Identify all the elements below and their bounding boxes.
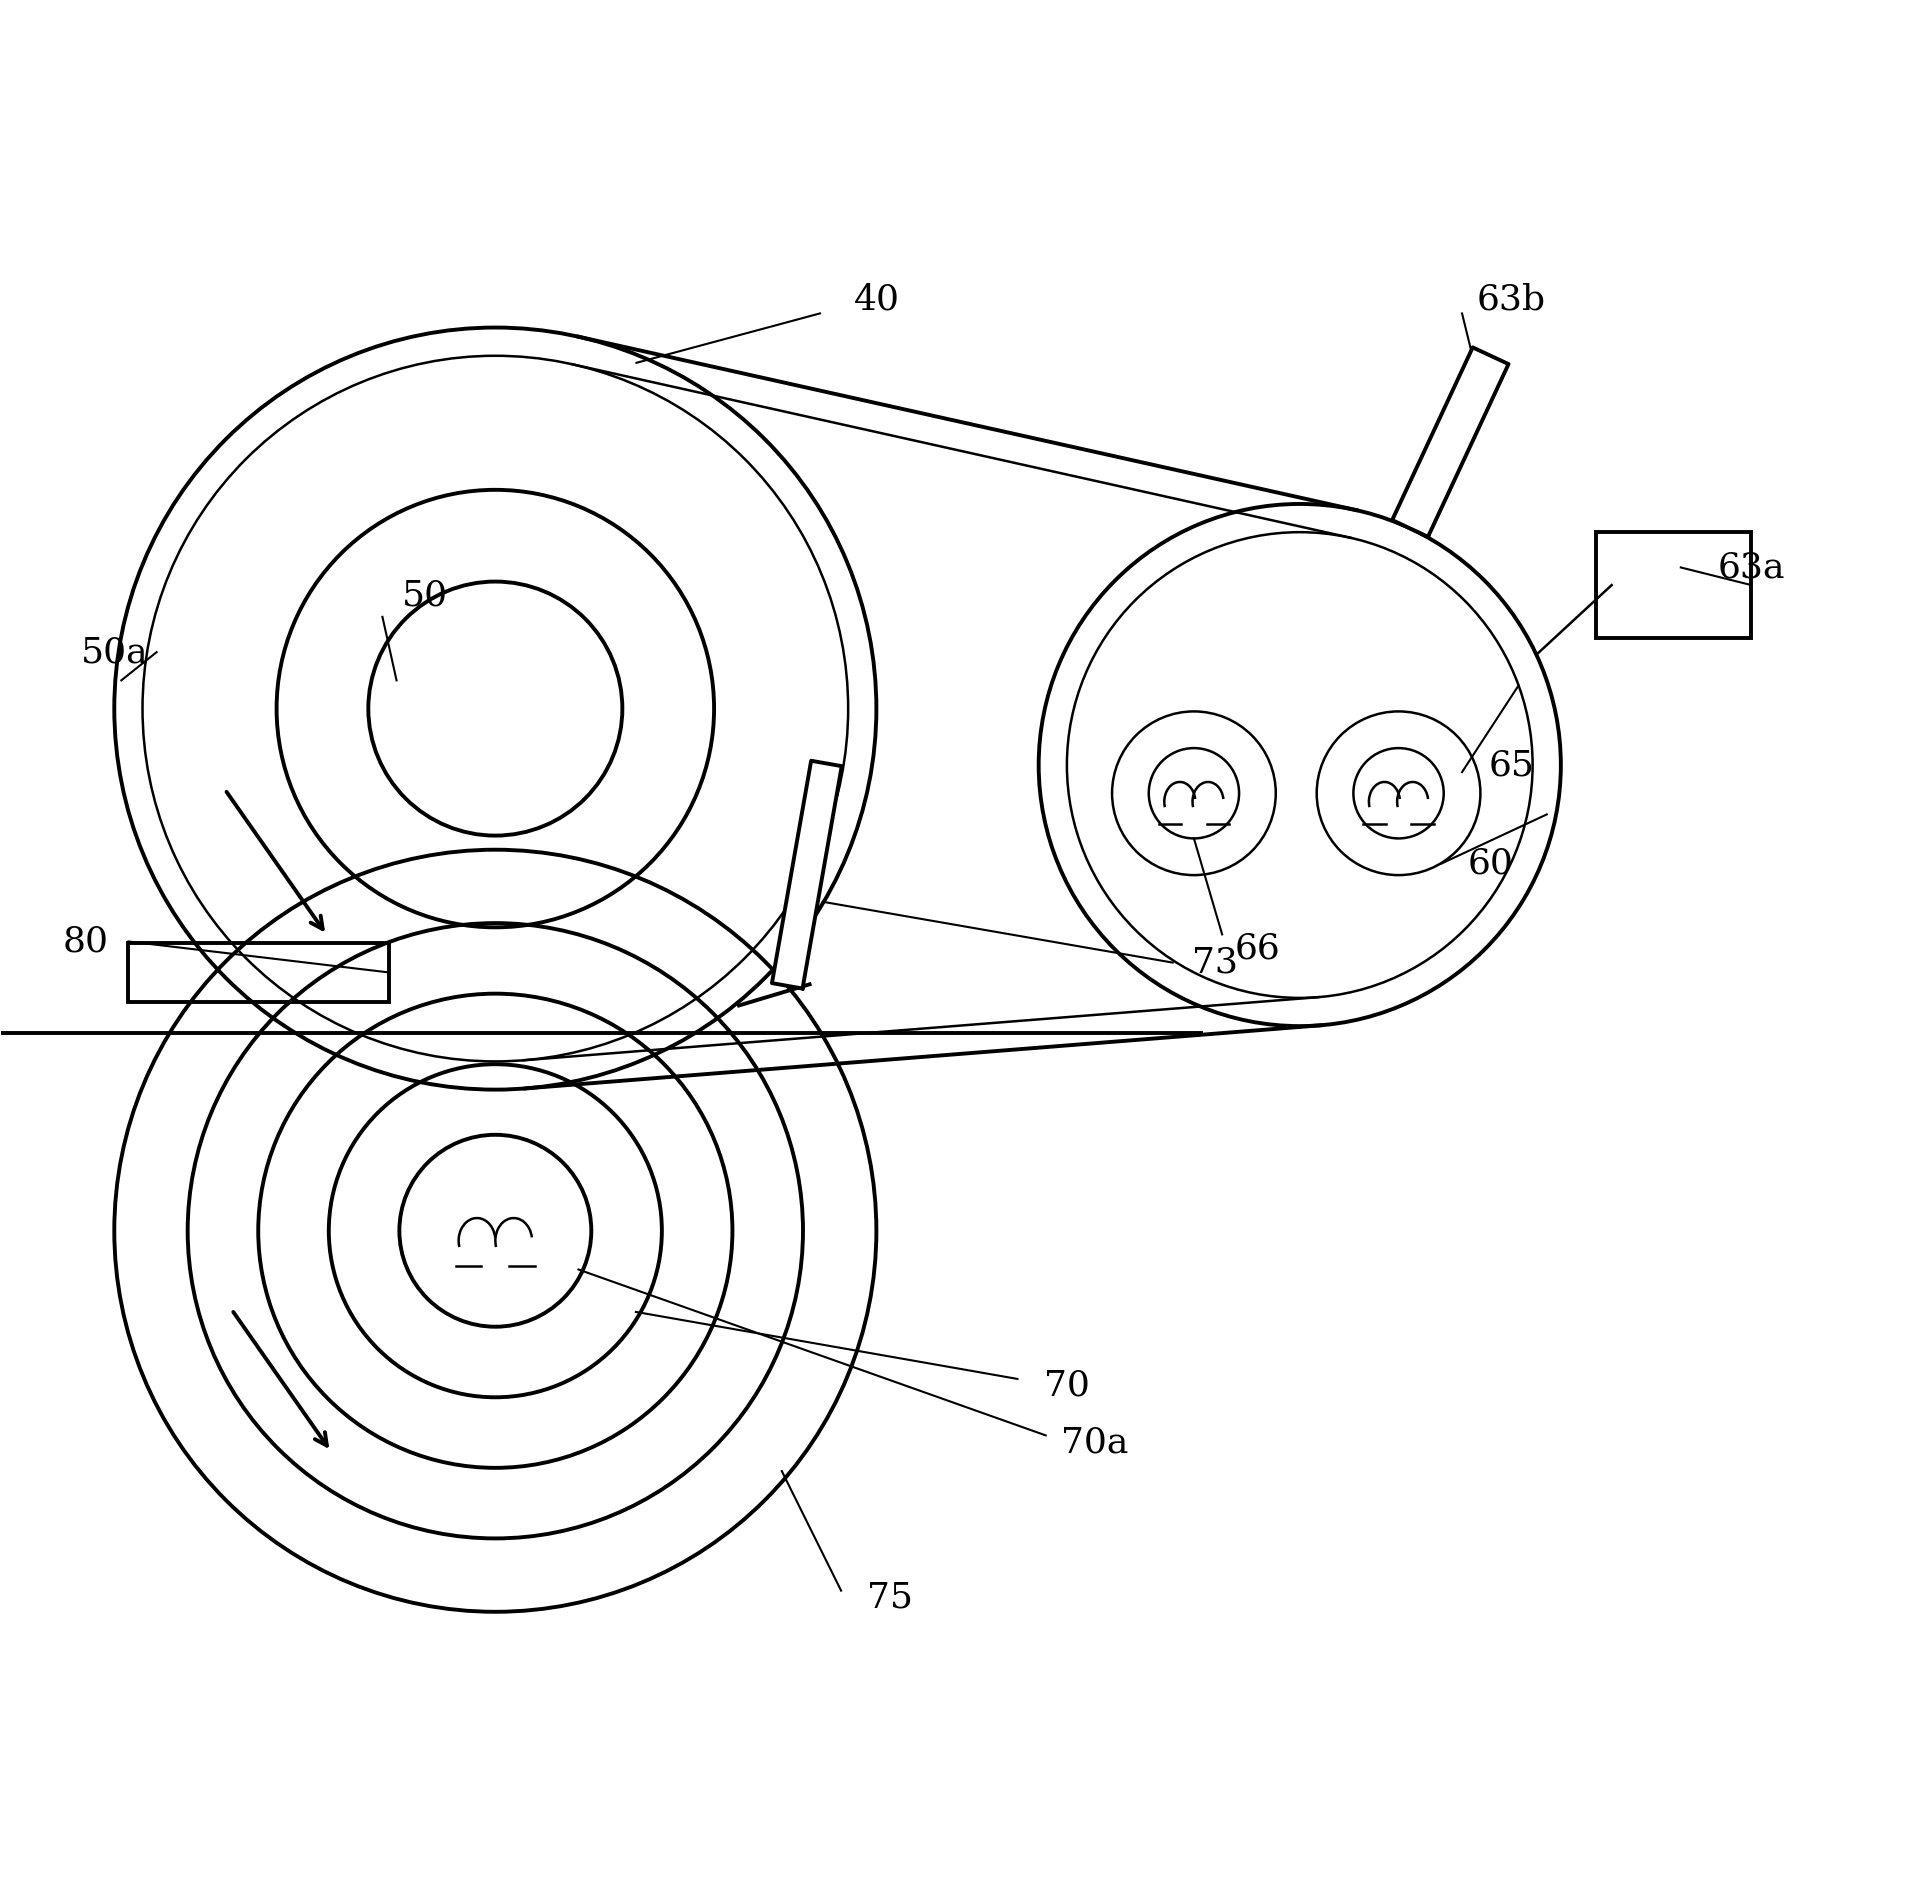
Text: 63b: 63b bbox=[1476, 283, 1545, 317]
Bar bbox=[128, 943, 389, 1002]
Text: 80: 80 bbox=[63, 924, 109, 958]
Text: 75: 75 bbox=[868, 1580, 913, 1614]
Text: 66: 66 bbox=[1234, 931, 1280, 966]
Text: 65: 65 bbox=[1487, 747, 1533, 782]
Text: 50a: 50a bbox=[80, 635, 149, 670]
Text: 70: 70 bbox=[1043, 1370, 1089, 1404]
Text: 40: 40 bbox=[852, 283, 898, 317]
Text: 60: 60 bbox=[1466, 846, 1512, 880]
Bar bbox=[1596, 533, 1751, 637]
Text: 70a: 70a bbox=[1060, 1425, 1129, 1459]
Text: 50: 50 bbox=[402, 579, 448, 613]
Text: 73: 73 bbox=[1192, 945, 1238, 979]
Text: 63a: 63a bbox=[1716, 550, 1785, 584]
Polygon shape bbox=[772, 761, 841, 988]
Polygon shape bbox=[1392, 347, 1508, 537]
